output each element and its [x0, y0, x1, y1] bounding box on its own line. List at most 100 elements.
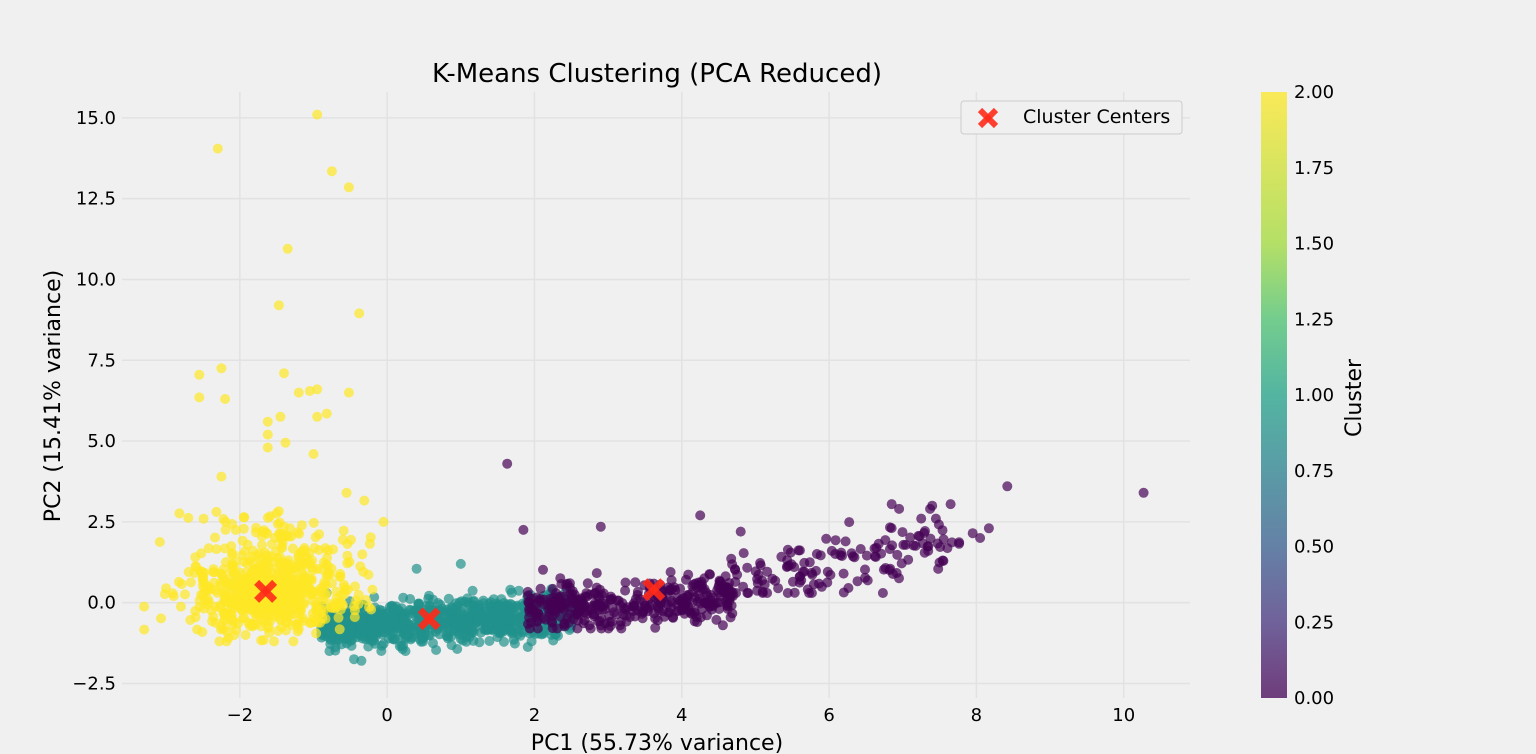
data-point — [579, 615, 590, 626]
data-point — [870, 552, 881, 562]
colorbar-tick-label: 1.50 — [1294, 234, 1334, 255]
data-point — [762, 566, 773, 577]
data-point — [557, 602, 568, 613]
data-point — [216, 363, 227, 374]
data-point — [830, 535, 841, 546]
data-point — [886, 499, 897, 510]
data-point — [945, 499, 956, 510]
data-point — [877, 588, 888, 598]
data-point — [301, 575, 312, 586]
data-point — [933, 563, 944, 574]
data-point — [139, 601, 150, 612]
data-point — [880, 535, 891, 546]
data-point — [788, 576, 798, 587]
data-point — [687, 597, 698, 608]
data-point — [789, 562, 800, 573]
data-point — [372, 615, 383, 626]
data-point — [806, 588, 817, 598]
data-point — [240, 630, 251, 640]
data-point — [428, 594, 438, 605]
data-point — [930, 513, 941, 524]
data-point — [688, 579, 699, 590]
data-point — [262, 442, 273, 453]
data-point — [860, 564, 870, 575]
x-tick-label: 8 — [971, 705, 982, 726]
data-point — [605, 621, 616, 631]
data-point — [175, 601, 186, 612]
data-point — [502, 458, 513, 469]
data-point — [738, 548, 749, 559]
data-point — [938, 555, 949, 566]
data-point — [256, 558, 267, 569]
data-point — [589, 609, 600, 620]
data-point — [262, 416, 273, 427]
data-point — [326, 166, 337, 177]
y-tick-label: 0.0 — [87, 593, 116, 614]
data-point — [335, 604, 346, 615]
x-tick-label: 2 — [529, 705, 540, 726]
data-point — [440, 607, 450, 618]
data-point — [293, 387, 304, 398]
data-point — [312, 411, 323, 422]
data-point — [270, 546, 281, 557]
x-axis-label: PC1 (55.73% variance) — [531, 731, 783, 754]
data-point — [220, 516, 231, 527]
legend: Cluster Centers — [960, 100, 1183, 135]
data-point — [154, 537, 165, 547]
data-point — [400, 629, 411, 640]
data-point — [367, 584, 378, 595]
data-point — [717, 620, 728, 631]
data-point — [527, 603, 538, 614]
data-point — [282, 243, 293, 254]
data-point — [279, 368, 289, 379]
data-point — [840, 536, 851, 547]
data-point — [342, 550, 353, 561]
data-point — [168, 591, 179, 602]
data-point — [726, 553, 737, 564]
data-point — [844, 517, 855, 528]
data-point — [532, 616, 543, 627]
data-point — [318, 594, 329, 605]
data-point — [139, 624, 150, 635]
data-point — [354, 308, 365, 319]
data-point — [620, 577, 631, 588]
data-point — [657, 606, 668, 617]
data-point — [211, 506, 222, 517]
data-point — [605, 594, 616, 605]
data-point — [270, 604, 281, 615]
data-point — [257, 540, 267, 551]
colorbar-tick-label: 0.25 — [1294, 612, 1334, 633]
data-point — [291, 585, 302, 595]
x-tick-label: 6 — [823, 705, 834, 726]
data-point — [484, 636, 495, 646]
data-point — [190, 561, 201, 572]
data-point — [925, 533, 936, 544]
data-point — [467, 585, 478, 596]
data-point — [467, 602, 478, 613]
data-point — [215, 602, 226, 613]
data-point — [194, 369, 205, 380]
data-point — [505, 599, 516, 609]
data-point — [236, 584, 247, 595]
data-point — [220, 524, 231, 535]
data-point — [231, 569, 242, 580]
data-point — [315, 617, 326, 628]
data-point — [885, 522, 895, 533]
data-point — [600, 604, 611, 615]
data-point — [357, 549, 368, 560]
data-point — [316, 564, 327, 575]
colorbar-tick-label: 0.00 — [1294, 688, 1334, 709]
data-point — [916, 513, 927, 524]
data-point — [896, 558, 907, 569]
data-point — [396, 640, 407, 651]
data-point — [221, 636, 232, 647]
data-point — [947, 537, 957, 548]
data-point — [355, 561, 366, 572]
data-point — [843, 583, 854, 593]
data-point — [485, 597, 496, 608]
data-point — [755, 558, 766, 568]
data-point — [237, 550, 248, 561]
data-point — [595, 521, 606, 532]
data-point — [547, 617, 557, 628]
data-point — [692, 617, 703, 628]
